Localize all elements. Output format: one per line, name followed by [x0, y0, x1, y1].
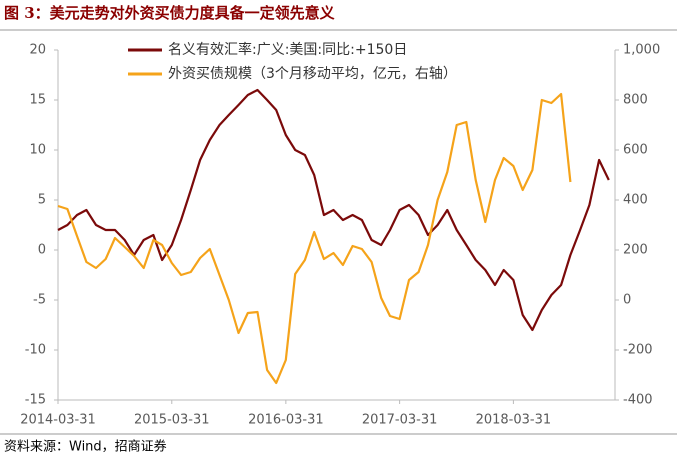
x-tick-label: 2014-03-31	[20, 413, 96, 428]
y2-tick-label: 600	[623, 143, 648, 158]
y2-tick-label: 800	[623, 93, 648, 108]
series-line	[57, 88, 610, 332]
chart-title: 图 3：美元走势对外资买债力度具备一定领先意义	[4, 4, 335, 22]
y-tick-label: 0	[38, 243, 46, 258]
y2-tick-label: 0	[623, 293, 631, 308]
y2-tick-label: 200	[623, 243, 648, 258]
x-tick-label: 2017-03-31	[362, 413, 438, 428]
x-tick-label: 2016-03-31	[248, 413, 324, 428]
y2-tick-label: -400	[623, 393, 653, 408]
y-tick-label: 5	[38, 193, 46, 208]
legend-label: 名义有效汇率:广义:美国:同比:+150日	[168, 41, 407, 58]
y2-tick-label: 1,000	[623, 43, 660, 58]
source: 资料来源：Wind，招商证券	[4, 439, 167, 455]
legend-label: 外资买债规模（3个月移动平均，亿元，右轴）	[168, 66, 457, 82]
y-tick-label: -15	[25, 393, 46, 408]
x-tick-label: 2015-03-31	[134, 413, 210, 428]
y-tick-label: -10	[25, 343, 46, 358]
y2-tick-label: 400	[623, 193, 648, 208]
y-tick-label: -5	[33, 293, 46, 308]
y2-tick-label: -200	[623, 343, 653, 358]
y-tick-label: 10	[29, 143, 46, 158]
y-tick-label: 20	[29, 43, 46, 58]
series-line	[57, 92, 572, 385]
y-tick-label: 15	[29, 93, 46, 108]
x-tick-label: 2018-03-31	[476, 413, 552, 428]
